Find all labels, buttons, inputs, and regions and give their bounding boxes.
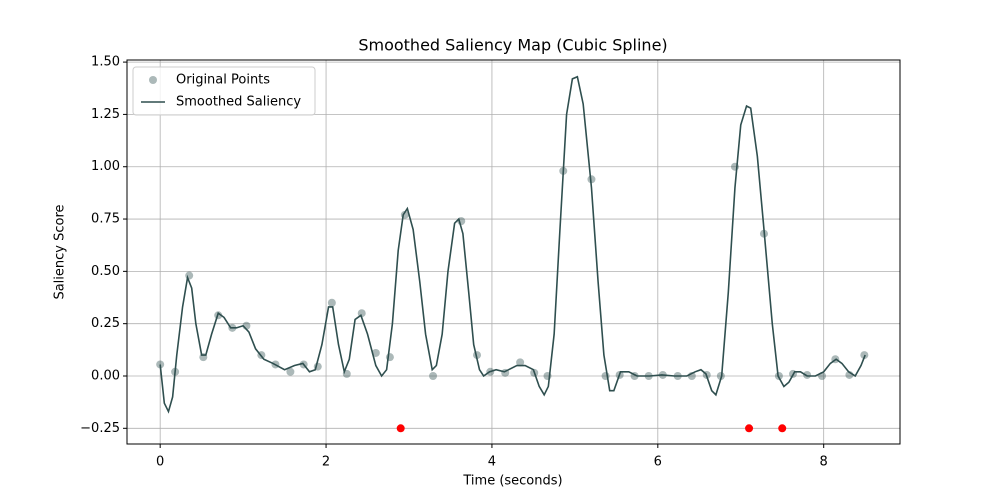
x-tick-label: 4	[488, 455, 496, 470]
data-point	[396, 424, 405, 433]
x-tick-label: 6	[654, 455, 662, 470]
y-tick-label: 0.50	[91, 264, 120, 279]
x-tick-label: 8	[820, 455, 828, 470]
y-tick-label: 0.75	[91, 212, 120, 227]
x-axis-label: Time (seconds)	[462, 474, 562, 489]
legend-label: Smoothed Saliency	[176, 95, 301, 110]
data-point	[745, 424, 754, 433]
y-tick-label: 1.25	[91, 107, 120, 122]
data-point	[778, 424, 787, 433]
y-tick-label: −0.25	[80, 421, 120, 436]
data-point	[587, 175, 596, 184]
legend-label: Original Points	[176, 73, 270, 88]
data-point	[286, 367, 295, 376]
y-tick-label: 0.25	[91, 316, 120, 331]
data-point	[803, 370, 812, 379]
data-point	[429, 371, 438, 380]
y-tick-label: 1.00	[91, 159, 120, 174]
data-point	[327, 298, 336, 307]
legend-swatch	[149, 76, 157, 84]
legend-box	[132, 66, 316, 116]
data-line	[159, 75, 866, 414]
plot-frame	[126, 59, 901, 445]
x-tick-label: 0	[156, 455, 164, 470]
data-point	[185, 271, 194, 280]
y-tick-label: 1.50	[91, 55, 120, 70]
x-tick-label: 2	[322, 455, 330, 470]
data-point	[516, 358, 525, 367]
chart-title: Smoothed Saliency Map (Cubic Spline)	[358, 36, 667, 55]
y-tick-label: 0.00	[91, 368, 120, 383]
y-axis-label: Saliency Score	[53, 204, 68, 299]
